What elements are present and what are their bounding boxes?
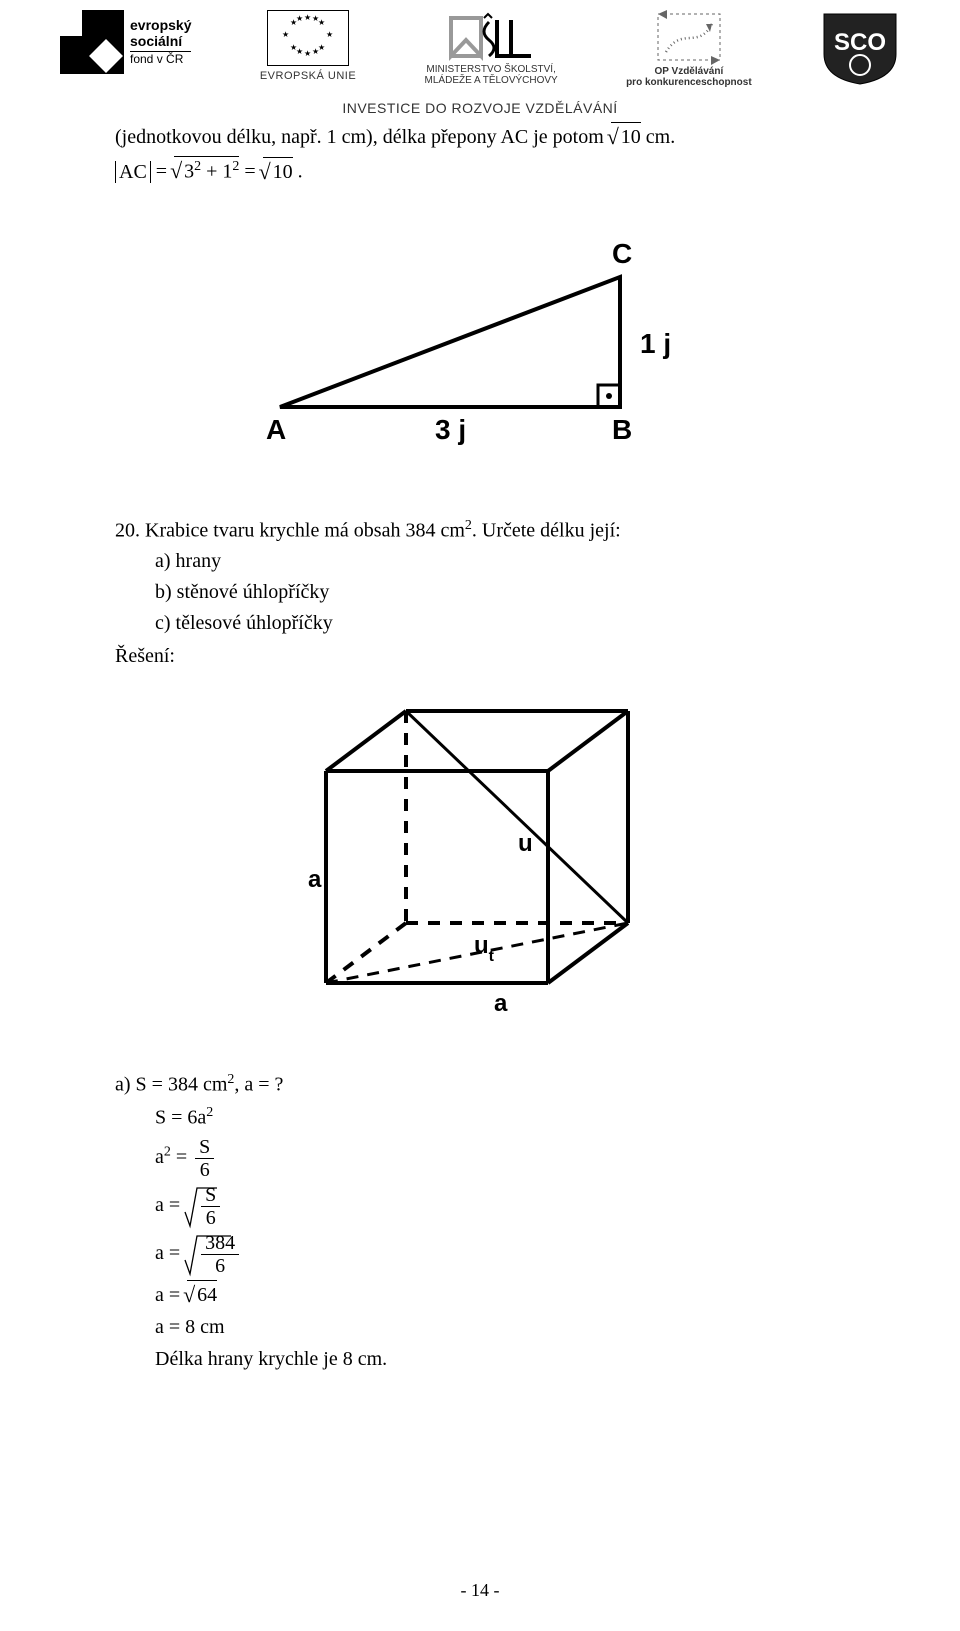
label-ut: ut <box>474 932 495 965</box>
problem-20: 20. Krabice tvaru krychle má obsah 384 c… <box>115 516 845 546</box>
esf-line1: evropský <box>130 17 191 33</box>
ministry-logo: MINISTERSTVO ŠKOLSTVÍ, MLÁDEŽE A TĚLOVÝC… <box>425 10 558 86</box>
op-icon <box>654 10 724 66</box>
esf-line3: fond v ČR <box>130 51 191 67</box>
problem-a: a) hrany <box>155 547 845 576</box>
ministry-line2: MLÁDEŽE A TĚLOVÝCHOVY <box>425 75 558 86</box>
esf-line2: sociální <box>130 33 191 49</box>
label-1j: 1 j <box>640 328 671 359</box>
problem-b: b) stěnové úhlopříčky <box>155 578 845 607</box>
sol-line1: a) S = 384 cm2, a = ? <box>115 1070 845 1100</box>
sol-line8: Délka hrany krychle je 8 cm. <box>155 1345 845 1374</box>
op-logo: OP Vzdělávání pro konkurenceschopnost <box>626 10 752 88</box>
eu-logo: ★ ★ ★ ★ ★ ★ ★ ★ ★ ★ ★ ★ EVROPSKÁ UNIE <box>260 10 356 82</box>
eq-ac: AC = 32 + 12 = 10 . <box>115 156 845 187</box>
sqrt10-inline: 10 <box>609 126 646 148</box>
solution-label: Řešení: <box>115 642 845 671</box>
problem-list: a) hrany b) stěnové úhlopříčky c) těleso… <box>155 547 845 638</box>
triangle-figure: A B C 3 j 1 j <box>115 227 845 466</box>
sol-line5: a = 384 6 <box>155 1232 845 1277</box>
esf-icon <box>60 10 124 74</box>
page-content: (jednotkovou délku, např. 1 cm), délka p… <box>0 122 960 1374</box>
eu-label: EVROPSKÁ UNIE <box>260 70 356 82</box>
label-3j: 3 j <box>435 414 466 445</box>
sol-line7: a = 8 cm <box>155 1313 845 1342</box>
sco-icon: SCO <box>820 10 900 86</box>
sqrt-lhs: 32 + 12 <box>174 156 239 187</box>
problem-text: Krabice tvaru krychle má obsah 384 cm <box>145 519 465 541</box>
sqrt10-val: 10 <box>621 126 641 148</box>
esf-text: evropský sociální fond v ČR <box>130 17 191 67</box>
label-a-bottom: a <box>494 990 508 1017</box>
cube-svg: u a a ut <box>290 701 670 1021</box>
sqrt-rhs: 10 <box>263 157 293 187</box>
problem-c: c) tělesové úhlopříčky <box>155 609 845 638</box>
ministry-icon <box>441 10 541 64</box>
sco-text: SCO <box>834 29 886 56</box>
para1-pre: (jednotkovou délku, např. 1 cm), délka p… <box>115 126 609 148</box>
invest-tagline: INVESTICE DO ROZVOJE VZDĚLÁVÁNÍ <box>0 100 960 116</box>
abs-ac: AC <box>115 161 151 183</box>
page-number: - 14 - <box>0 1580 960 1601</box>
label-C: C <box>612 238 632 269</box>
intro-paragraph: (jednotkovou délku, např. 1 cm), délka p… <box>115 122 845 152</box>
op-line2: pro konkurenceschopnost <box>626 77 752 88</box>
label-u: u <box>518 830 533 857</box>
esf-logo: evropský sociální fond v ČR <box>60 10 191 74</box>
sol-line6: a = 64 <box>155 1280 845 1310</box>
cube-figure: u a a ut <box>115 701 845 1030</box>
triangle-svg: A B C 3 j 1 j <box>240 227 720 457</box>
sco-logo: SCO <box>820 10 900 86</box>
op-line1: OP Vzdělávání <box>654 66 723 77</box>
problem-num: 20. <box>115 519 140 541</box>
label-B: B <box>612 414 632 445</box>
ministry-line1: MINISTERSTVO ŠKOLSTVÍ, <box>426 64 555 75</box>
solution-a: a) S = 384 cm2, a = ? S = 6a2 a2 = S 6 a… <box>115 1070 845 1373</box>
sol-line4: a = S 6 <box>155 1184 845 1229</box>
eu-flag-icon: ★ ★ ★ ★ ★ ★ ★ ★ ★ ★ ★ ★ <box>267 10 349 66</box>
problem-exp: 2 <box>465 518 472 533</box>
sol-line3: a2 = S 6 <box>155 1136 845 1181</box>
label-a-left: a <box>308 866 322 893</box>
problem-tail: . Určete délku její: <box>472 519 621 541</box>
sol-line2: S = 6a2 <box>155 1103 845 1133</box>
header-banner: evropský sociální fond v ČR ★ ★ ★ ★ ★ ★ … <box>0 0 960 92</box>
para1-post: cm. <box>646 126 675 148</box>
label-A: A <box>266 414 286 445</box>
solution-block: S = 6a2 a2 = S 6 a = S <box>155 1103 845 1374</box>
